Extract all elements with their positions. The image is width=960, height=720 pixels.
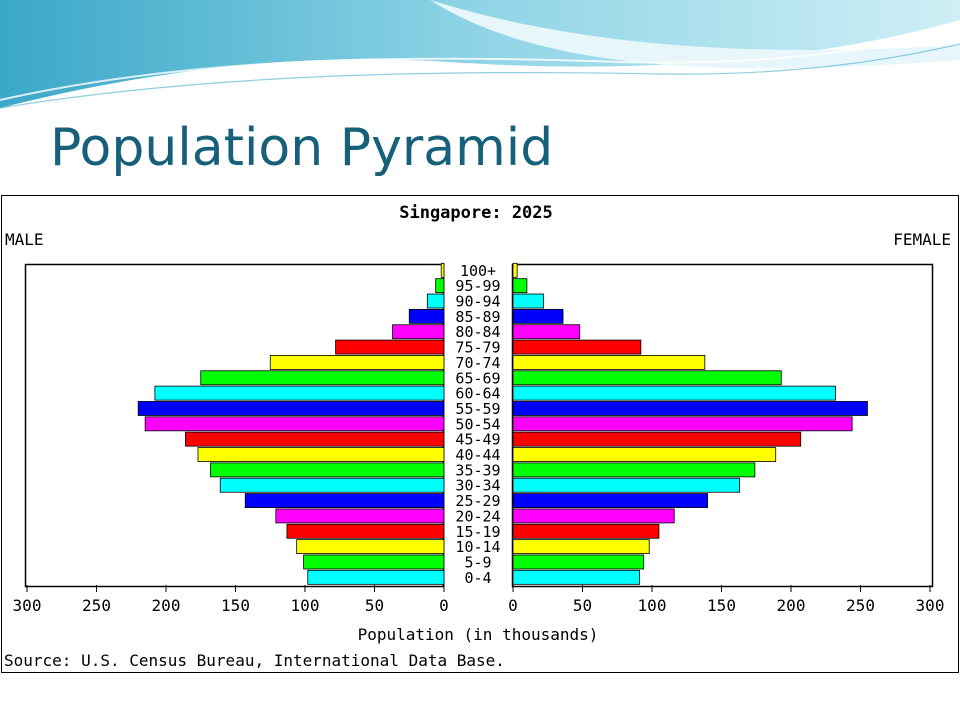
female-tick-label-0: 0 [508, 596, 518, 615]
age-label-20-24: 20-24 [455, 507, 500, 525]
male-bar-15-19 [286, 523, 445, 539]
male-tick-label-0: 0 [439, 596, 449, 615]
male-bar-0-4 [307, 569, 445, 585]
age-label-80-84: 80-84 [455, 323, 500, 341]
male-tick-label-200: 200 [152, 596, 181, 615]
female-bar-15-19 [512, 523, 660, 539]
female-tick-label-50: 50 [573, 596, 592, 615]
female-bar-75-79 [512, 339, 642, 355]
male-bar-20-24 [275, 508, 445, 524]
female-label: FEMALE [893, 230, 951, 249]
male-bar-100plus [440, 262, 445, 278]
female-bar-10-14 [512, 539, 650, 555]
male-bar-35-39 [210, 462, 445, 478]
female-bar-5-9 [512, 554, 645, 570]
female-axis: 0 50 100 150 200 250 300 [508, 585, 944, 615]
female-bar-65-69 [512, 370, 782, 386]
male-bar-5-9 [303, 554, 445, 570]
female-bars [512, 262, 868, 585]
female-bar-60-64 [512, 385, 836, 401]
female-bar-25-29 [512, 493, 709, 508]
age-label-35-39: 35-39 [455, 461, 500, 479]
male-tick-label-300: 300 [13, 596, 42, 615]
male-bar-45-49 [185, 431, 445, 447]
age-label-25-29: 25-29 [455, 492, 500, 510]
x-axis-label: Population (in thousands) [358, 625, 599, 644]
slide-title: Population Pyramid [50, 118, 554, 178]
female-bar-55-59 [512, 401, 868, 416]
age-label-50-54: 50-54 [455, 415, 500, 433]
male-tick-label-250: 250 [82, 596, 111, 615]
male-bar-25-29 [244, 493, 445, 508]
male-bar-90-94 [426, 293, 445, 309]
male-bar-85-89 [408, 308, 445, 324]
age-label-30-34: 30-34 [455, 477, 500, 495]
female-tick-label-150: 150 [707, 596, 736, 615]
age-label-55-59: 55-59 [455, 400, 500, 418]
male-axis: 0 50 100 150 200 250 300 [13, 585, 449, 615]
source-note: Source: U.S. Census Bureau, Internationa… [4, 651, 505, 670]
female-bar-95-99 [512, 278, 528, 294]
female-tick-label-100: 100 [638, 596, 667, 615]
age-label-15-19: 15-19 [455, 523, 500, 541]
male-bar-80-84 [392, 324, 445, 340]
male-tick-label-100: 100 [291, 596, 320, 615]
female-bar-85-89 [512, 308, 564, 324]
female-bar-70-74 [512, 355, 706, 370]
male-bar-10-14 [296, 539, 445, 555]
age-label-95-99: 95-99 [455, 277, 500, 295]
female-tick-label-200: 200 [777, 596, 806, 615]
male-tick-label-150: 150 [221, 596, 250, 615]
female-bar-80-84 [512, 324, 581, 340]
age-label-85-89: 85-89 [455, 308, 500, 326]
age-label-45-49: 45-49 [455, 431, 500, 449]
male-bar-40-44 [197, 447, 445, 462]
male-tick-label-50: 50 [365, 596, 384, 615]
age-label-100plus: 100+ [460, 262, 496, 280]
female-tick-label-250: 250 [846, 596, 875, 615]
female-bar-0-4 [512, 569, 640, 585]
male-bar-95-99 [435, 278, 445, 294]
age-label-60-64: 60-64 [455, 385, 500, 403]
female-bar-50-54 [512, 416, 853, 432]
age-group-labels: 0-45-910-1415-1920-2425-2930-3435-3940-4… [455, 262, 500, 587]
female-bar-35-39 [512, 462, 756, 478]
male-bar-30-34 [219, 477, 445, 493]
age-label-75-79: 75-79 [455, 339, 500, 357]
male-bars [137, 262, 445, 585]
header-wave-decoration [0, 0, 960, 109]
age-label-5-9: 5-9 [464, 553, 491, 571]
male-bar-75-79 [335, 339, 445, 355]
age-label-40-44: 40-44 [455, 446, 500, 464]
male-label: MALE [5, 230, 44, 249]
female-bar-40-44 [512, 447, 777, 462]
female-bar-90-94 [512, 293, 544, 309]
female-bar-30-34 [512, 477, 740, 493]
age-label-0-4: 0-4 [464, 569, 491, 587]
female-plot-frame [511, 263, 934, 588]
female-bar-100plus [512, 262, 518, 278]
male-bar-60-64 [154, 385, 445, 401]
male-bar-55-59 [137, 401, 445, 416]
age-label-65-69: 65-69 [455, 369, 500, 387]
female-bar-45-49 [512, 431, 802, 447]
male-bar-70-74 [269, 355, 445, 370]
age-label-90-94: 90-94 [455, 293, 500, 311]
male-bar-50-54 [144, 416, 445, 432]
male-bar-65-69 [200, 370, 445, 386]
age-label-70-74: 70-74 [455, 354, 500, 372]
female-bar-20-24 [512, 508, 675, 524]
chart-title: Singapore: 2025 [399, 203, 553, 223]
age-label-10-14: 10-14 [455, 538, 500, 556]
female-tick-label-300: 300 [916, 596, 945, 615]
population-pyramid-chart: Singapore: 2025 MALE FEMALE 0-45-910-141… [1, 195, 959, 673]
